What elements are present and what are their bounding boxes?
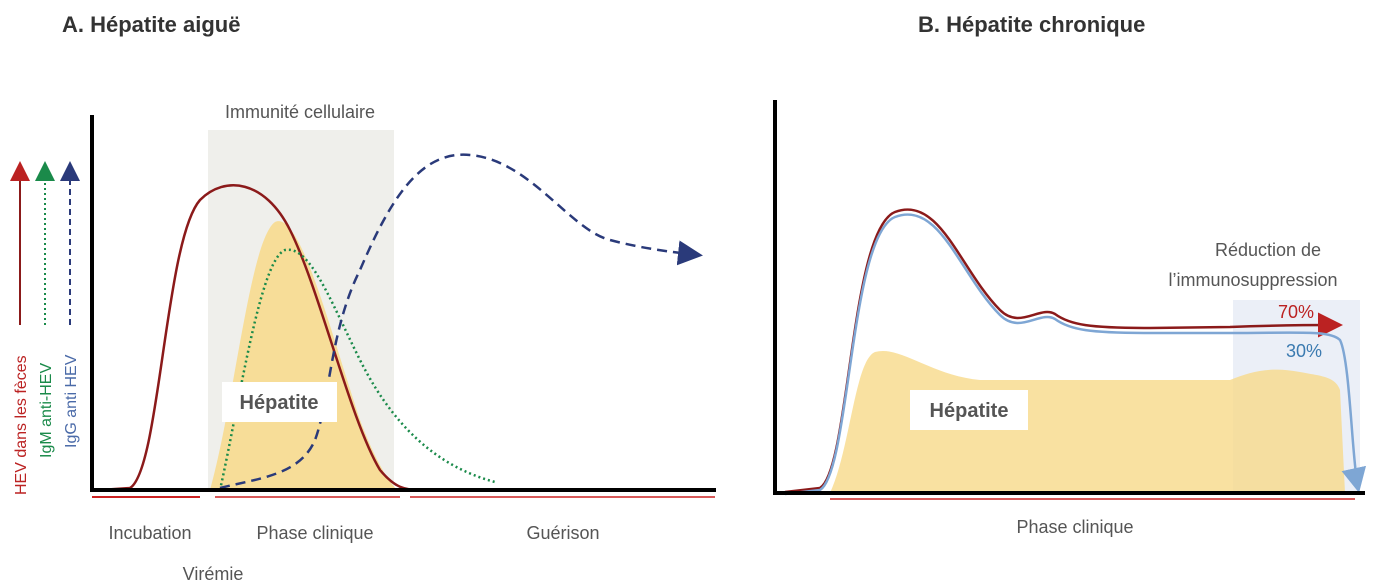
- blue-curve: [784, 213, 1367, 496]
- hev-feces-curve: [99, 184, 421, 492]
- box-label: Hépatite: [930, 400, 1009, 422]
- y-label: IgM anti-HEV: [38, 363, 55, 458]
- panel-title: B. Hépatite chronique: [918, 12, 1145, 37]
- y-label: HEV dans les fèces: [13, 355, 30, 495]
- igm-curve: [218, 248, 496, 491]
- phase-label: Virémie: [183, 564, 244, 584]
- hepatitis-area: [830, 350, 1345, 493]
- phase-label: Phase clinique: [256, 523, 373, 543]
- box-label: Hépatite: [240, 392, 319, 414]
- phase-label: Incubation: [108, 523, 191, 543]
- phase-label: Guérison: [526, 523, 599, 543]
- phase-label: Phase clinique: [1016, 517, 1133, 537]
- percentage: 30%: [1286, 341, 1322, 361]
- shade-label: Immunité cellulaire: [225, 102, 375, 122]
- label-box: [222, 382, 337, 422]
- note: l’immunosuppression: [1168, 270, 1337, 290]
- panel-title: A. Hépatite aiguë: [62, 12, 240, 37]
- hepatitis-area: [210, 221, 398, 490]
- label-box: [910, 390, 1028, 430]
- note: Réduction de: [1215, 240, 1321, 260]
- y-label: IgG anti HEV: [63, 354, 80, 448]
- percentage: 70%: [1278, 302, 1314, 322]
